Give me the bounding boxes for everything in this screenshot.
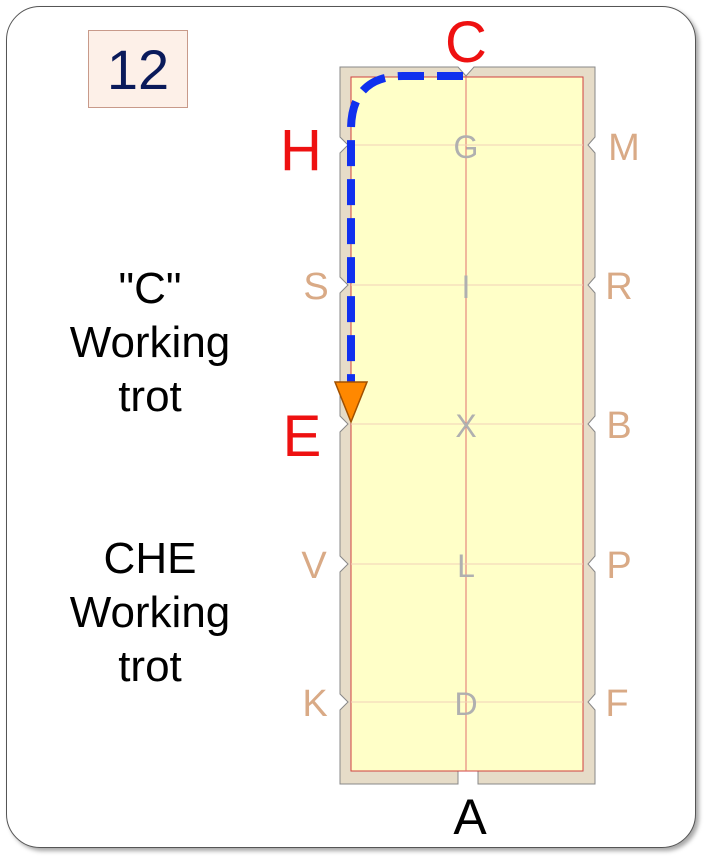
letter-r: R	[605, 266, 632, 308]
movement-1: "C" Working trot	[30, 262, 270, 424]
letter-k: K	[302, 683, 327, 725]
letter-s: S	[303, 266, 328, 308]
guide-lines	[351, 144, 583, 703]
direction-arrow	[333, 381, 369, 425]
letter-v: V	[301, 545, 327, 587]
centre-letter-d: D	[454, 686, 477, 722]
highlight-letter-e: E	[283, 404, 322, 469]
highlight-letter-c: C	[445, 10, 487, 75]
letter-p: P	[606, 545, 631, 587]
movement-1-text: "C" Working trot	[69, 264, 231, 421]
centre-letter-g: G	[454, 129, 479, 165]
centre-letter-x: X	[455, 408, 476, 444]
test-number: 12	[106, 37, 170, 101]
riding-path	[347, 72, 463, 383]
test-number-box: 12	[88, 30, 188, 108]
letter-a: A	[453, 789, 487, 845]
letter-f: F	[605, 683, 628, 725]
highlight-letter-h: H	[280, 118, 322, 183]
movement-2-text: CHE Working trot	[69, 534, 231, 691]
letter-b: B	[606, 405, 631, 447]
centre-letter-l: L	[457, 548, 475, 584]
letter-m: M	[608, 127, 640, 169]
centre-letter-i: I	[462, 269, 471, 305]
movement-2: CHE Working trot	[30, 532, 270, 694]
